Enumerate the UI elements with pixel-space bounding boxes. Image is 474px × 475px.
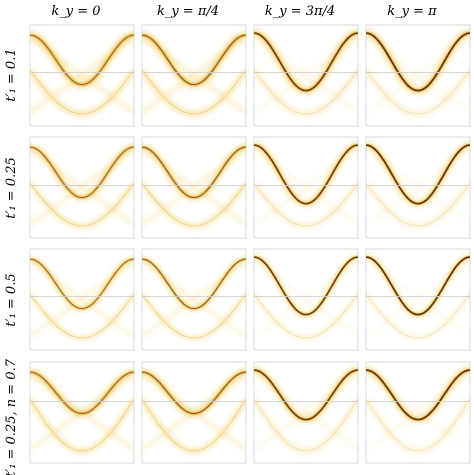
shadow-band-a-core (254, 294, 358, 339)
band-core (142, 146, 246, 199)
shadow-band-a (142, 292, 246, 341)
panel-t025n07-ky0 (29, 361, 135, 464)
shadow-band-a-core (366, 399, 470, 452)
cross-band-right (142, 259, 246, 339)
band-core (366, 144, 470, 205)
shadow-band-a (254, 181, 358, 229)
panel-t025n07-ky3pi4 (253, 361, 359, 464)
panel-t025-kypi4 (141, 136, 247, 239)
panel-t025-kypi (365, 136, 471, 239)
shadow-band-a-core (254, 183, 358, 227)
panel-t025n07-kypi4 (141, 361, 247, 464)
shadow-band-a-core (366, 70, 470, 115)
row-label-t025: t′₁ = 0.25 (4, 157, 19, 219)
panel-t025-ky3pi4 (253, 136, 359, 239)
shadow-band-a (142, 68, 246, 118)
band-core (142, 34, 246, 86)
shadow-band-a (366, 181, 470, 229)
shadow-band-a-core (254, 399, 358, 452)
shadow-band-a-core (142, 399, 246, 452)
shadow-band-a-core (30, 70, 134, 115)
shadow-band-a-core (142, 294, 246, 339)
cross-band-right (366, 371, 470, 453)
cross-band-right (30, 371, 134, 453)
shadow-band-a (366, 292, 470, 341)
shadow-band-a-core (142, 183, 246, 227)
row-label-t05: t′₁ = 0.5 (4, 273, 19, 326)
shadow-band-a (366, 68, 470, 118)
band-core (366, 256, 470, 316)
cross-band-right (30, 259, 134, 339)
band-core (254, 144, 358, 205)
column-label-ky0: k_y = 0 (51, 4, 100, 19)
band-core (142, 258, 246, 310)
shadow-band-a (30, 397, 134, 455)
panel-t05-ky3pi4 (253, 248, 359, 351)
shadow-band-a (254, 292, 358, 341)
band-core (254, 32, 358, 92)
band-core (30, 146, 134, 199)
shadow-band-a-core (30, 294, 134, 339)
panel-t05-kypi (365, 248, 471, 351)
panel-t01-ky0 (29, 24, 135, 127)
panel-t05-kypi4 (141, 248, 247, 351)
band-core (30, 34, 134, 86)
column-label-ky3pi4: k_y = 3π/4 (265, 4, 335, 19)
shadow-band-a (254, 397, 358, 455)
panel-t05-ky0 (29, 248, 135, 351)
panel-t025-ky0 (29, 136, 135, 239)
shadow-band-a-core (254, 70, 358, 115)
panel-grid (29, 24, 471, 464)
column-label-kypi: k_y = π (387, 4, 437, 19)
panel-t01-kypi (365, 24, 471, 127)
band-core (366, 369, 470, 421)
shadow-band-a (30, 292, 134, 341)
band-core (254, 256, 358, 316)
row-label-t01: t′₁ = 0.1 (4, 48, 19, 101)
panel-t01-kypi4 (141, 24, 247, 127)
cross-band-right (254, 371, 358, 453)
band-core (30, 258, 134, 310)
panel-t01-ky3pi4 (253, 24, 359, 127)
shadow-band-a-core (366, 183, 470, 227)
band-core (142, 371, 246, 415)
band-core (254, 369, 358, 421)
shadow-band-a (142, 181, 246, 229)
cross-band-right (366, 259, 470, 339)
shadow-band-a-core (30, 399, 134, 452)
panel-t025n07-kypi (365, 361, 471, 464)
shadow-band-a-core (142, 70, 246, 115)
shadow-band-a (366, 397, 470, 455)
row-label-t025n07: t′₁ = 0.25, n = 0.7 (4, 358, 19, 475)
band-core (366, 32, 470, 92)
cross-band-right (254, 259, 358, 339)
shadow-band-a (30, 181, 134, 229)
shadow-band-a-core (366, 294, 470, 339)
shadow-band-a (30, 68, 134, 118)
column-label-kypi4: k_y = π/4 (157, 4, 219, 19)
shadow-band-a (142, 397, 246, 455)
shadow-band-a (254, 68, 358, 118)
band-core (30, 371, 134, 415)
shadow-band-a-core (30, 183, 134, 227)
cross-band-right (142, 371, 246, 453)
